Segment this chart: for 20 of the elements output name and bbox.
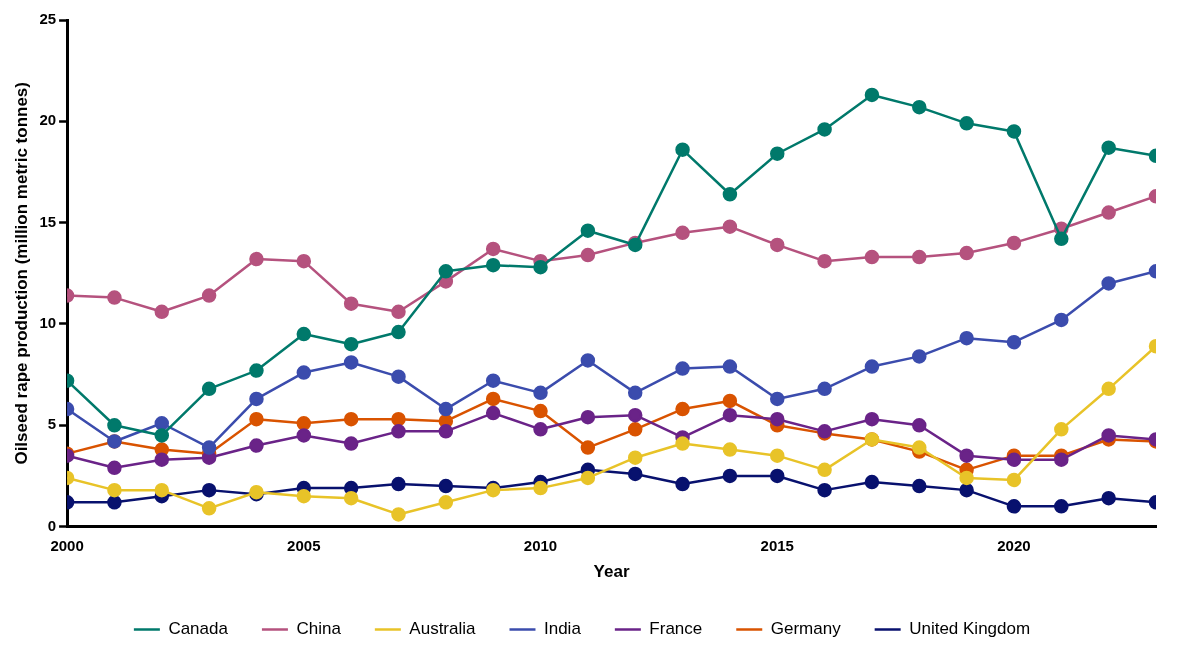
legend-label: United Kingdom [909,619,1031,639]
y-tick-label: 5 [47,415,57,433]
legend-label: Australia [409,619,477,639]
y-tick-label: 25 [39,10,57,28]
x-tick-label: 2005 [287,536,321,554]
y-tick-label: 0 [47,516,57,534]
x-tick-label: 2015 [760,536,794,554]
x-tick-label: 2020 [997,536,1031,554]
y-tick-label: 20 [39,111,57,129]
y-tick-label: 15 [39,212,57,230]
x-tick-label: 2000 [50,536,84,554]
legend-label: France [649,619,703,639]
x-tick-label: 2010 [523,536,558,554]
y-tick-label: 10 [39,314,57,332]
y-axis-title: Oilseed rape production (million metric tonnes) [11,82,31,465]
legend-label: Germany [770,619,842,639]
x-axis-title: Year [593,562,630,582]
legend-label: Canada [168,619,229,639]
legend-label: China [296,619,342,639]
legend-label: India [543,619,582,639]
